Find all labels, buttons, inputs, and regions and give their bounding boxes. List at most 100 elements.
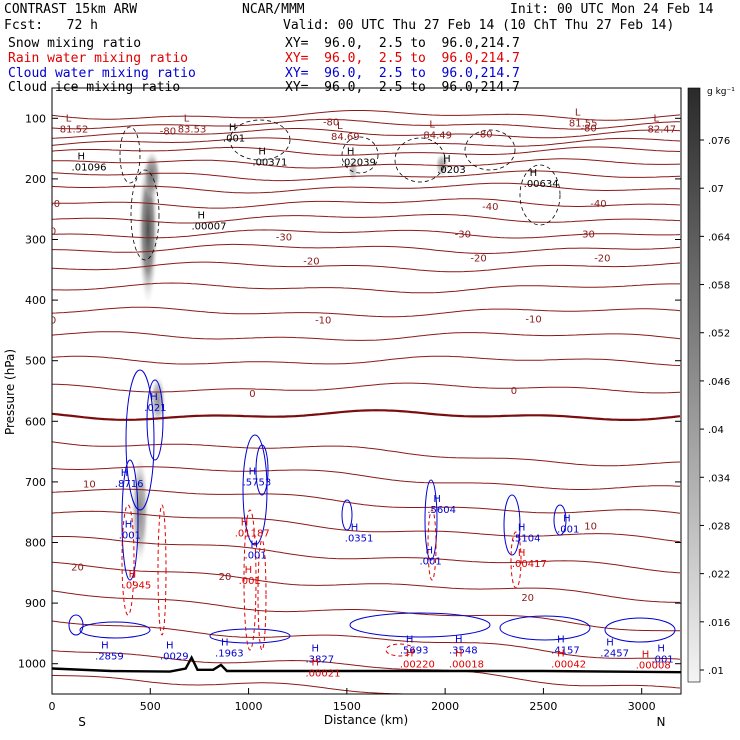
extremum-value: 81.52 <box>60 124 89 135</box>
maximum-marker: H <box>455 634 463 645</box>
colorbar-tick-label: .07 <box>708 184 724 195</box>
rain-contour <box>243 509 257 651</box>
field-snow-xy: XY= 96.0, 2.5 to 96.0,214.7 <box>285 36 520 51</box>
extremum-value: .001 <box>239 576 261 587</box>
isotherm-label: 10 <box>584 522 597 533</box>
extremum-value: 81.55 <box>569 118 598 129</box>
isotherm-label: 10 <box>83 480 96 491</box>
extremum-value: .001 <box>651 655 673 666</box>
ice-contour <box>519 164 561 226</box>
extremum-value: .00018 <box>449 659 484 670</box>
y-tick-label: 300 <box>25 234 46 247</box>
isotherm-label: -40 <box>590 199 606 210</box>
isotherm <box>52 306 681 318</box>
ice-contour <box>394 137 446 183</box>
extremum-value: 83.53 <box>178 124 207 135</box>
cloud-water-contour <box>553 504 567 536</box>
field-rain-xy: XY= 96.0, 2.5 to 96.0,214.7 <box>285 51 520 66</box>
maximum-marker: H <box>221 638 229 649</box>
isotherm-label: -30 <box>276 232 292 243</box>
rain-water-contours <box>121 504 522 657</box>
extremum-value: .00007 <box>191 221 226 232</box>
maximum-marker: H <box>443 154 451 165</box>
isotherm <box>52 441 681 467</box>
colorbar-tick-label: .058 <box>708 281 730 292</box>
extremum-value: .1963 <box>215 649 244 660</box>
extremum-value: .01096 <box>72 163 107 174</box>
isotherm <box>52 488 681 514</box>
isotherm-label: -10 <box>525 314 541 325</box>
cloud-ice-contours <box>119 119 561 261</box>
isotherm <box>52 146 681 156</box>
isotherm <box>52 261 681 273</box>
extremum-value: .00417 <box>512 559 547 570</box>
extremum-value: .5693 <box>400 645 429 656</box>
isotherm-label: -80 <box>160 126 176 137</box>
maximum-marker: H <box>433 494 441 505</box>
extremum-value: .2457 <box>600 649 629 660</box>
cloud-water-contour <box>146 379 164 461</box>
minimum-marker: L <box>337 121 343 132</box>
extremum-value: 84.69 <box>331 132 360 143</box>
isotherm <box>52 674 419 694</box>
maximum-marker: H <box>245 565 253 576</box>
ice-contour <box>229 119 291 161</box>
cloud-water-contour <box>68 614 84 636</box>
isotherm-label: 20 <box>71 563 84 574</box>
isotherm <box>52 620 681 660</box>
minimum-marker: L <box>429 119 435 130</box>
snow-shade-2000 <box>435 153 449 177</box>
isotherm-label: 0 <box>249 389 255 400</box>
field-cloudwater-name: Cloud water mixing ratio <box>8 66 196 81</box>
temperature-contours <box>52 110 681 694</box>
isotherm-label: -20 <box>470 254 486 265</box>
org-name: NCAR/MMM <box>242 2 305 17</box>
maximum-marker: H <box>101 641 109 652</box>
maximum-marker: H <box>557 634 565 645</box>
endpoint-south: S <box>78 715 86 729</box>
maximum-marker: H <box>455 648 463 659</box>
y-tick-label: 400 <box>25 294 46 307</box>
extremum-value: .00634 <box>524 179 559 190</box>
extremum-value: .001 <box>557 524 579 535</box>
isotherm <box>52 650 681 689</box>
x-axis-label: Distance (km) <box>324 713 408 727</box>
snow-shade-upper <box>143 150 161 200</box>
model-name: CONTRAST 15km ARW <box>4 2 138 17</box>
x-tick-label: 0 <box>49 700 56 713</box>
x-tick-label: 1500 <box>333 700 361 713</box>
isotherm <box>52 590 681 632</box>
maximum-marker: H <box>642 650 650 661</box>
extremum-value: .00021 <box>305 669 340 680</box>
field-cloudwater-xy: XY= 96.0, 2.5 to 96.0,214.7 <box>285 66 520 81</box>
maximum-marker: H <box>121 468 129 479</box>
isotherm <box>52 331 681 341</box>
extremum-value: .001 <box>119 530 141 541</box>
isotherm-label: -30 <box>40 226 56 237</box>
colorbar-tick-label: .064 <box>708 232 730 243</box>
extremum-value: .00220 <box>400 659 435 670</box>
maximum-marker: H <box>347 147 355 158</box>
minimum-marker: L <box>575 107 581 118</box>
isotherm-label: -10 <box>315 315 331 326</box>
y-axis-label: Pressure (hPa) <box>3 349 17 435</box>
extremum-value: 82.47 <box>647 124 676 135</box>
cloud-water-contours <box>68 369 676 644</box>
freezing-isotherm <box>52 409 681 421</box>
y-tick-label: 1000 <box>18 658 46 671</box>
isotherm-label: 20 <box>521 593 534 604</box>
rain-contour <box>121 504 135 616</box>
extremum-value: .3548 <box>449 645 478 656</box>
x-tick-label: 1000 <box>235 700 263 713</box>
init-time: Init: 00 UTC Mon 24 Feb 14 <box>510 2 714 17</box>
cloud-water-contour <box>79 621 151 639</box>
maximum-marker: H <box>351 522 359 533</box>
cloud-water-contour <box>255 444 269 496</box>
maximum-marker: H <box>606 638 614 649</box>
cloud-water-contour <box>209 628 291 644</box>
extremum-value: .0203 <box>437 165 466 176</box>
isotherm-label: -40 <box>482 202 498 213</box>
ice-contour <box>341 136 379 174</box>
cloud-water-contour <box>125 369 155 511</box>
